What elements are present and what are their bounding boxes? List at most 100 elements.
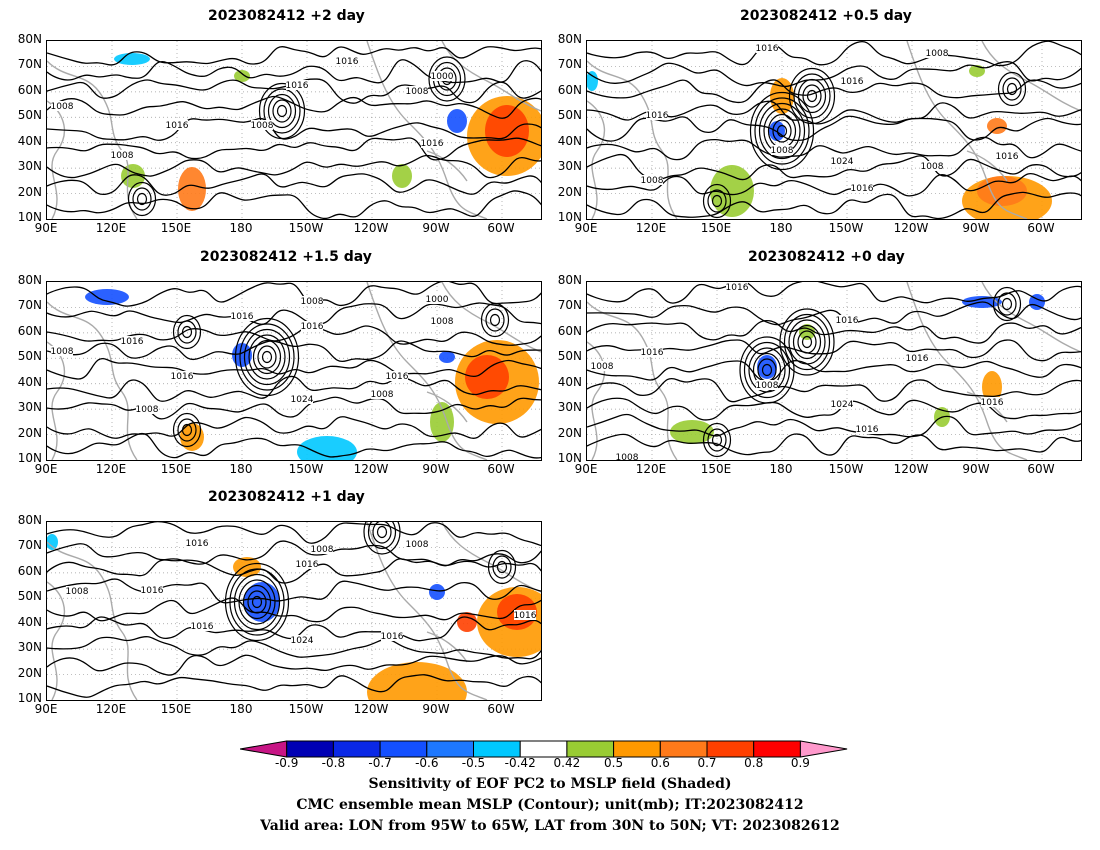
caption-line3: Valid area: LON from 95W to 65W, LAT fro…	[260, 818, 840, 834]
colorbar-segment	[286, 740, 334, 758]
latitude-tick-label: 10N	[17, 451, 42, 465]
longitude-tick-label: 120W	[353, 702, 389, 716]
mslp-contour	[47, 674, 541, 698]
low-pressure-contour	[707, 428, 727, 452]
mslp-contour	[47, 59, 541, 84]
low-pressure-contour	[234, 317, 300, 397]
latitude-tick-label: 20N	[17, 184, 42, 199]
contour-label: 1016	[981, 398, 1004, 408]
longitude-tick-label: 120E	[635, 462, 667, 476]
colorbar-tick-label: 0.5	[604, 756, 624, 770]
coastline	[587, 100, 606, 219]
contour-label: 1016	[641, 348, 664, 358]
low-pressure-contour	[480, 302, 510, 338]
contour-label: 1016	[906, 354, 929, 364]
colorbar	[239, 740, 860, 762]
low-pressure-contour	[496, 560, 508, 574]
low-pressure-contour	[783, 313, 831, 371]
low-pressure-contour	[243, 328, 291, 386]
contour-label: 1008	[771, 146, 794, 156]
coastline	[587, 301, 678, 460]
mslp-contour	[587, 100, 1081, 125]
longitude-tick-label: 150E	[160, 462, 192, 476]
longitude-tick-label: 150E	[160, 221, 192, 235]
colorbar-segment	[613, 740, 661, 758]
coastline	[441, 522, 541, 593]
sensitivity-shading	[1029, 294, 1045, 310]
sensitivity-shading	[439, 351, 455, 363]
colorbar-segment	[519, 740, 568, 758]
colorbar-segment	[473, 740, 521, 758]
latitude-tick-label: 80N	[17, 273, 42, 287]
coastline	[47, 581, 66, 700]
contour-label: 1008	[51, 102, 74, 112]
contour-label: 1008	[136, 405, 159, 415]
colorbar-tick-label: 0.9	[790, 756, 810, 770]
low-pressure-contour	[248, 334, 286, 380]
latitude-tick-label: 40N	[557, 374, 582, 389]
colorbar-tick-label: 0.6	[650, 756, 670, 770]
colorbar-tick-label: -0.42	[504, 756, 536, 770]
coastline	[906, 282, 1028, 460]
colorbar-segment	[706, 740, 755, 758]
longitude-tick-label: 150W	[288, 221, 324, 235]
contour-label: 1008	[111, 151, 134, 161]
sensitivity-shading	[429, 584, 445, 600]
contour-label: 1016	[231, 312, 254, 322]
mslp-contour	[47, 616, 541, 642]
contour-label: 1016	[646, 111, 669, 121]
colorbar-segment	[753, 740, 801, 758]
mslp-contour	[47, 340, 541, 363]
latitude-tick-label: 70N	[557, 57, 582, 72]
contour-label: 1008	[301, 297, 324, 307]
caption-line2: CMC ensemble mean MSLP (Contour); unit(m…	[296, 797, 804, 813]
map-plot-area: 1016 1016 1008 1008 1008 1016 1016 1008 1000	[46, 40, 542, 220]
colorbar-tick-label: -0.8	[321, 756, 346, 770]
coastline	[47, 301, 138, 460]
contour-label: 1016	[514, 611, 537, 621]
coastline	[426, 391, 468, 423]
contour-label: 1008	[406, 87, 429, 97]
contour-label: 1008	[431, 317, 454, 327]
low-pressure-contour	[761, 363, 773, 377]
low-pressure-contour	[172, 412, 202, 448]
mslp-contour	[587, 153, 1081, 181]
mslp-contour	[47, 396, 541, 420]
sensitivity-shading	[297, 436, 357, 460]
longitude-tick-label: 60W	[487, 221, 515, 235]
low-pressure-contour	[267, 93, 297, 129]
longitude-tick-label: 90W	[422, 702, 450, 716]
low-pressure-contour	[992, 286, 1022, 322]
mslp-contour	[47, 540, 541, 567]
low-pressure-contour	[792, 324, 822, 360]
latitude-tick-label: 50N	[557, 108, 582, 123]
mslp-contour	[47, 578, 541, 604]
low-pressure-contour	[376, 525, 388, 539]
latitude-tick-label: 20N	[557, 425, 582, 440]
coastline	[426, 150, 468, 182]
mslp-contour	[47, 432, 541, 459]
mslp-contour	[47, 558, 541, 584]
sensitivity-shading	[47, 534, 58, 550]
contour-label: 1008	[641, 176, 664, 186]
latitude-tick-label: 30N	[557, 400, 582, 415]
coastline	[366, 282, 488, 460]
mslp-contour	[47, 154, 541, 179]
longitude-tick-label: 90E	[574, 221, 598, 235]
low-pressure-contour	[797, 78, 827, 114]
sensitivity-shading	[233, 557, 261, 577]
coastline	[47, 100, 66, 219]
map-plot-area: 1008 1016 1016 1016 1000 1008 1016 1024 1016 1008…	[46, 281, 542, 461]
latitude-tick-label: 10N	[17, 691, 42, 705]
low-pressure-contour	[802, 84, 822, 108]
contour-label: 1008	[756, 381, 779, 391]
low-pressure-contour	[806, 89, 818, 103]
low-pressure-contour	[749, 91, 815, 171]
low-pressure-contour	[788, 319, 826, 365]
longitude-tick-label: 60W	[487, 462, 515, 476]
panel-title: 2023082412 +1 day	[208, 489, 365, 505]
latitude-tick-label: 60N	[17, 323, 42, 338]
latitude-tick-label: 70N	[557, 298, 582, 313]
colorbar-segment	[239, 740, 288, 758]
mslp-contour	[587, 413, 1081, 438]
